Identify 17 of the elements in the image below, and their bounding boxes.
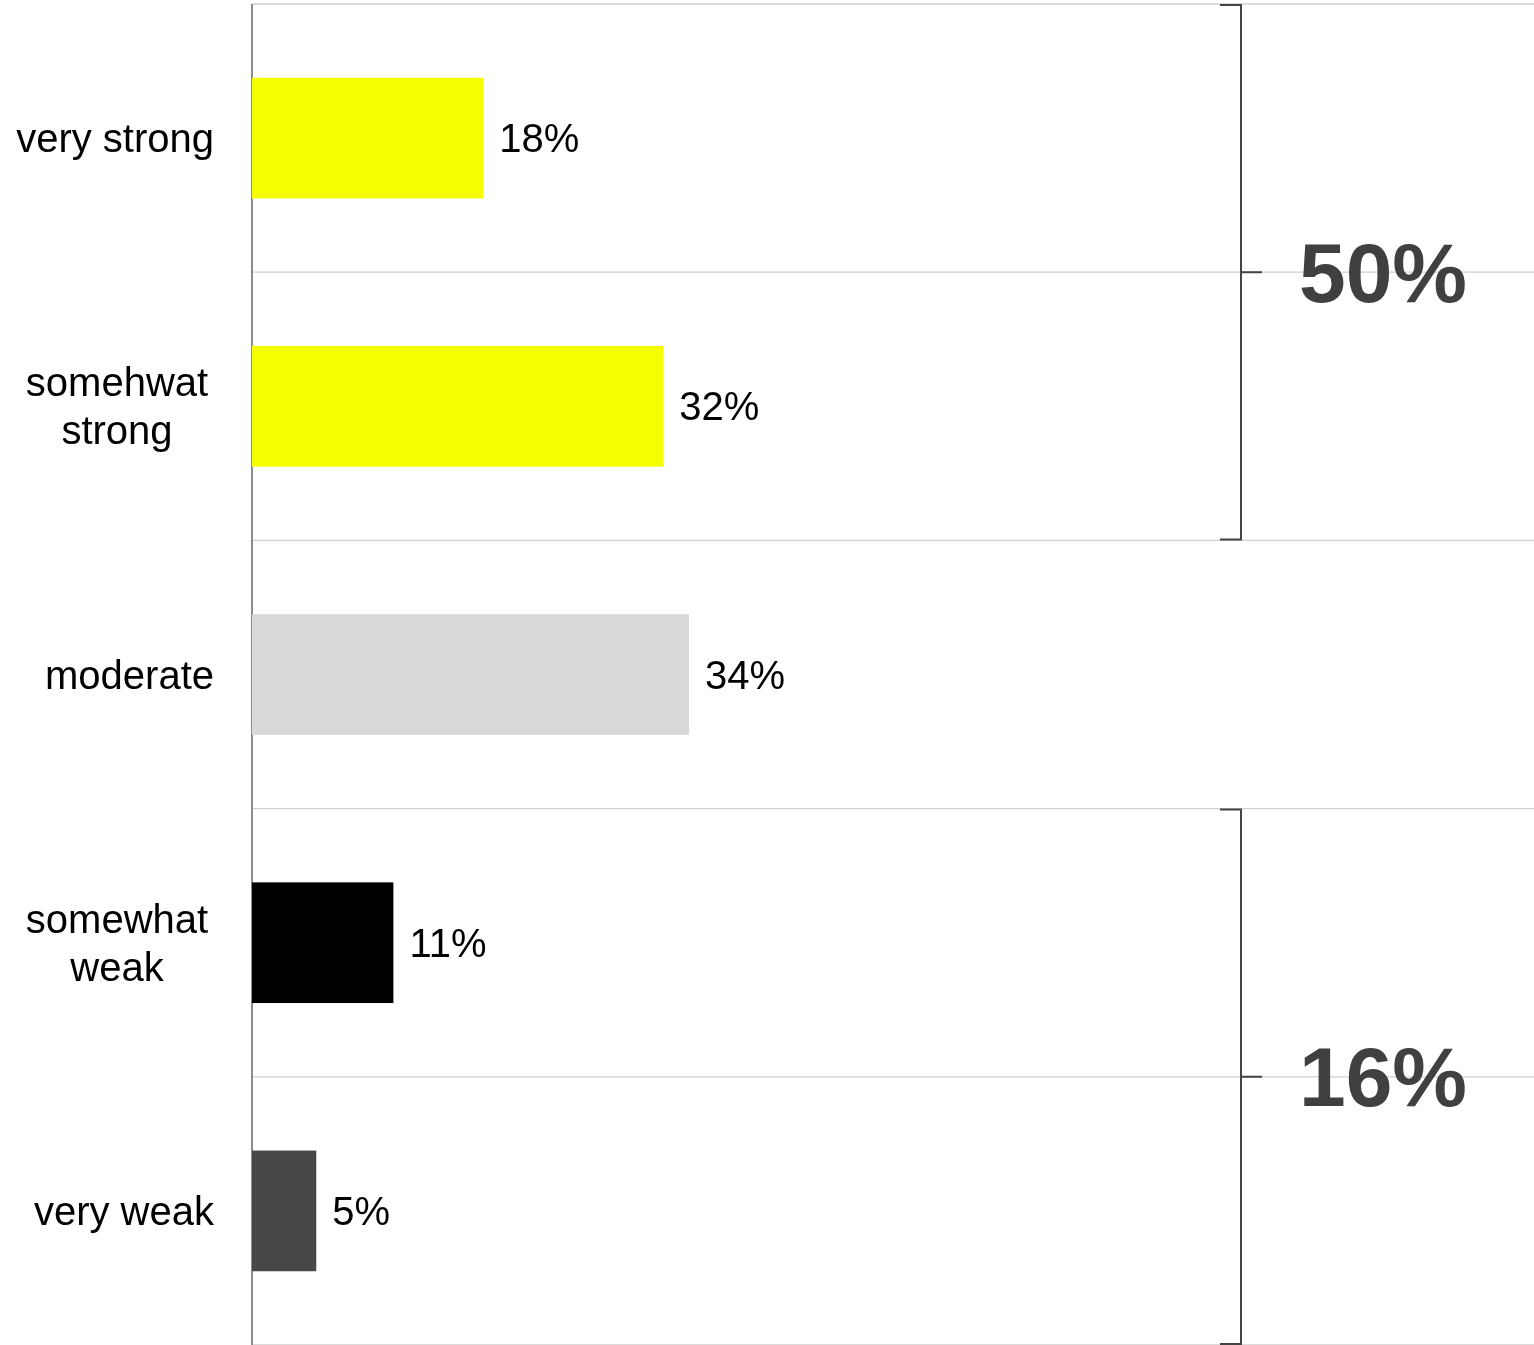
bar [252,882,394,1004]
text: 16% [1298,1030,1468,1125]
text: 50% [1298,225,1468,320]
data-label: 32% [679,384,760,429]
bar [252,345,664,467]
data-label: 34% [705,652,786,697]
y-tick-label: very strong [16,116,214,161]
data-label: 18% [499,116,580,161]
data-label: 11% [409,920,487,965]
y-tick-label: somehwat strong [25,360,209,453]
bar [252,1150,317,1272]
y-tick-label: somewhat weak [25,896,209,989]
data-label: 5% [332,1188,391,1233]
y-tick-label: very weak [33,1188,215,1233]
y-tick-label: moderate [45,652,214,697]
bar [252,614,689,735]
bar [252,77,484,199]
